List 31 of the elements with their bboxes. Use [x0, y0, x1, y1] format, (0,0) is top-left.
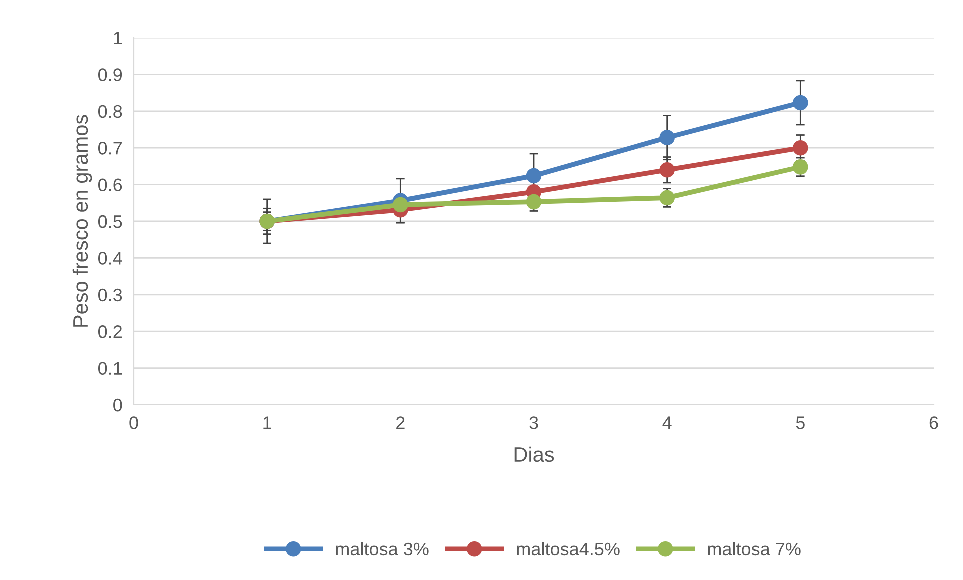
point — [793, 140, 808, 156]
legend-label: maltosa 7% — [708, 542, 801, 556]
y-tick-label: 0.6 — [98, 178, 122, 192]
y-axis-title: Peso fresco en gramos — [72, 115, 92, 327]
x-tick-label: 2 — [396, 416, 405, 430]
point — [526, 168, 542, 184]
x-tick-label: 6 — [930, 416, 938, 430]
legend-label: maltosa4.5% — [517, 542, 620, 556]
y-tick-label: 0.1 — [98, 362, 122, 376]
x-tick-label: 1 — [264, 416, 272, 430]
x-tick-label: 4 — [662, 416, 672, 430]
y-tick-label: 0.2 — [98, 326, 122, 338]
y-tick-label: 0.3 — [98, 288, 122, 302]
point — [393, 197, 408, 213]
y-tick-label: 0.4 — [98, 252, 122, 265]
point — [660, 130, 675, 146]
x-tick-label: 3 — [530, 416, 538, 430]
point — [793, 95, 808, 111]
x-axis-title: Dias — [514, 446, 554, 462]
x-tick-label: 5 — [796, 416, 805, 430]
y-tick-label: 0.8 — [98, 105, 122, 118]
legend-label: maltosa 3% — [336, 542, 429, 556]
point — [660, 162, 675, 178]
y-tick-label: 0.9 — [98, 68, 122, 82]
y-tick-label: 0 — [114, 398, 122, 412]
point — [526, 194, 542, 210]
point — [660, 190, 675, 206]
x-tick-label: 0 — [130, 416, 138, 430]
y-tick-label: 1 — [114, 32, 122, 45]
y-tick-label: 0.7 — [98, 142, 122, 155]
y-tick-label: 0.5 — [98, 215, 122, 228]
